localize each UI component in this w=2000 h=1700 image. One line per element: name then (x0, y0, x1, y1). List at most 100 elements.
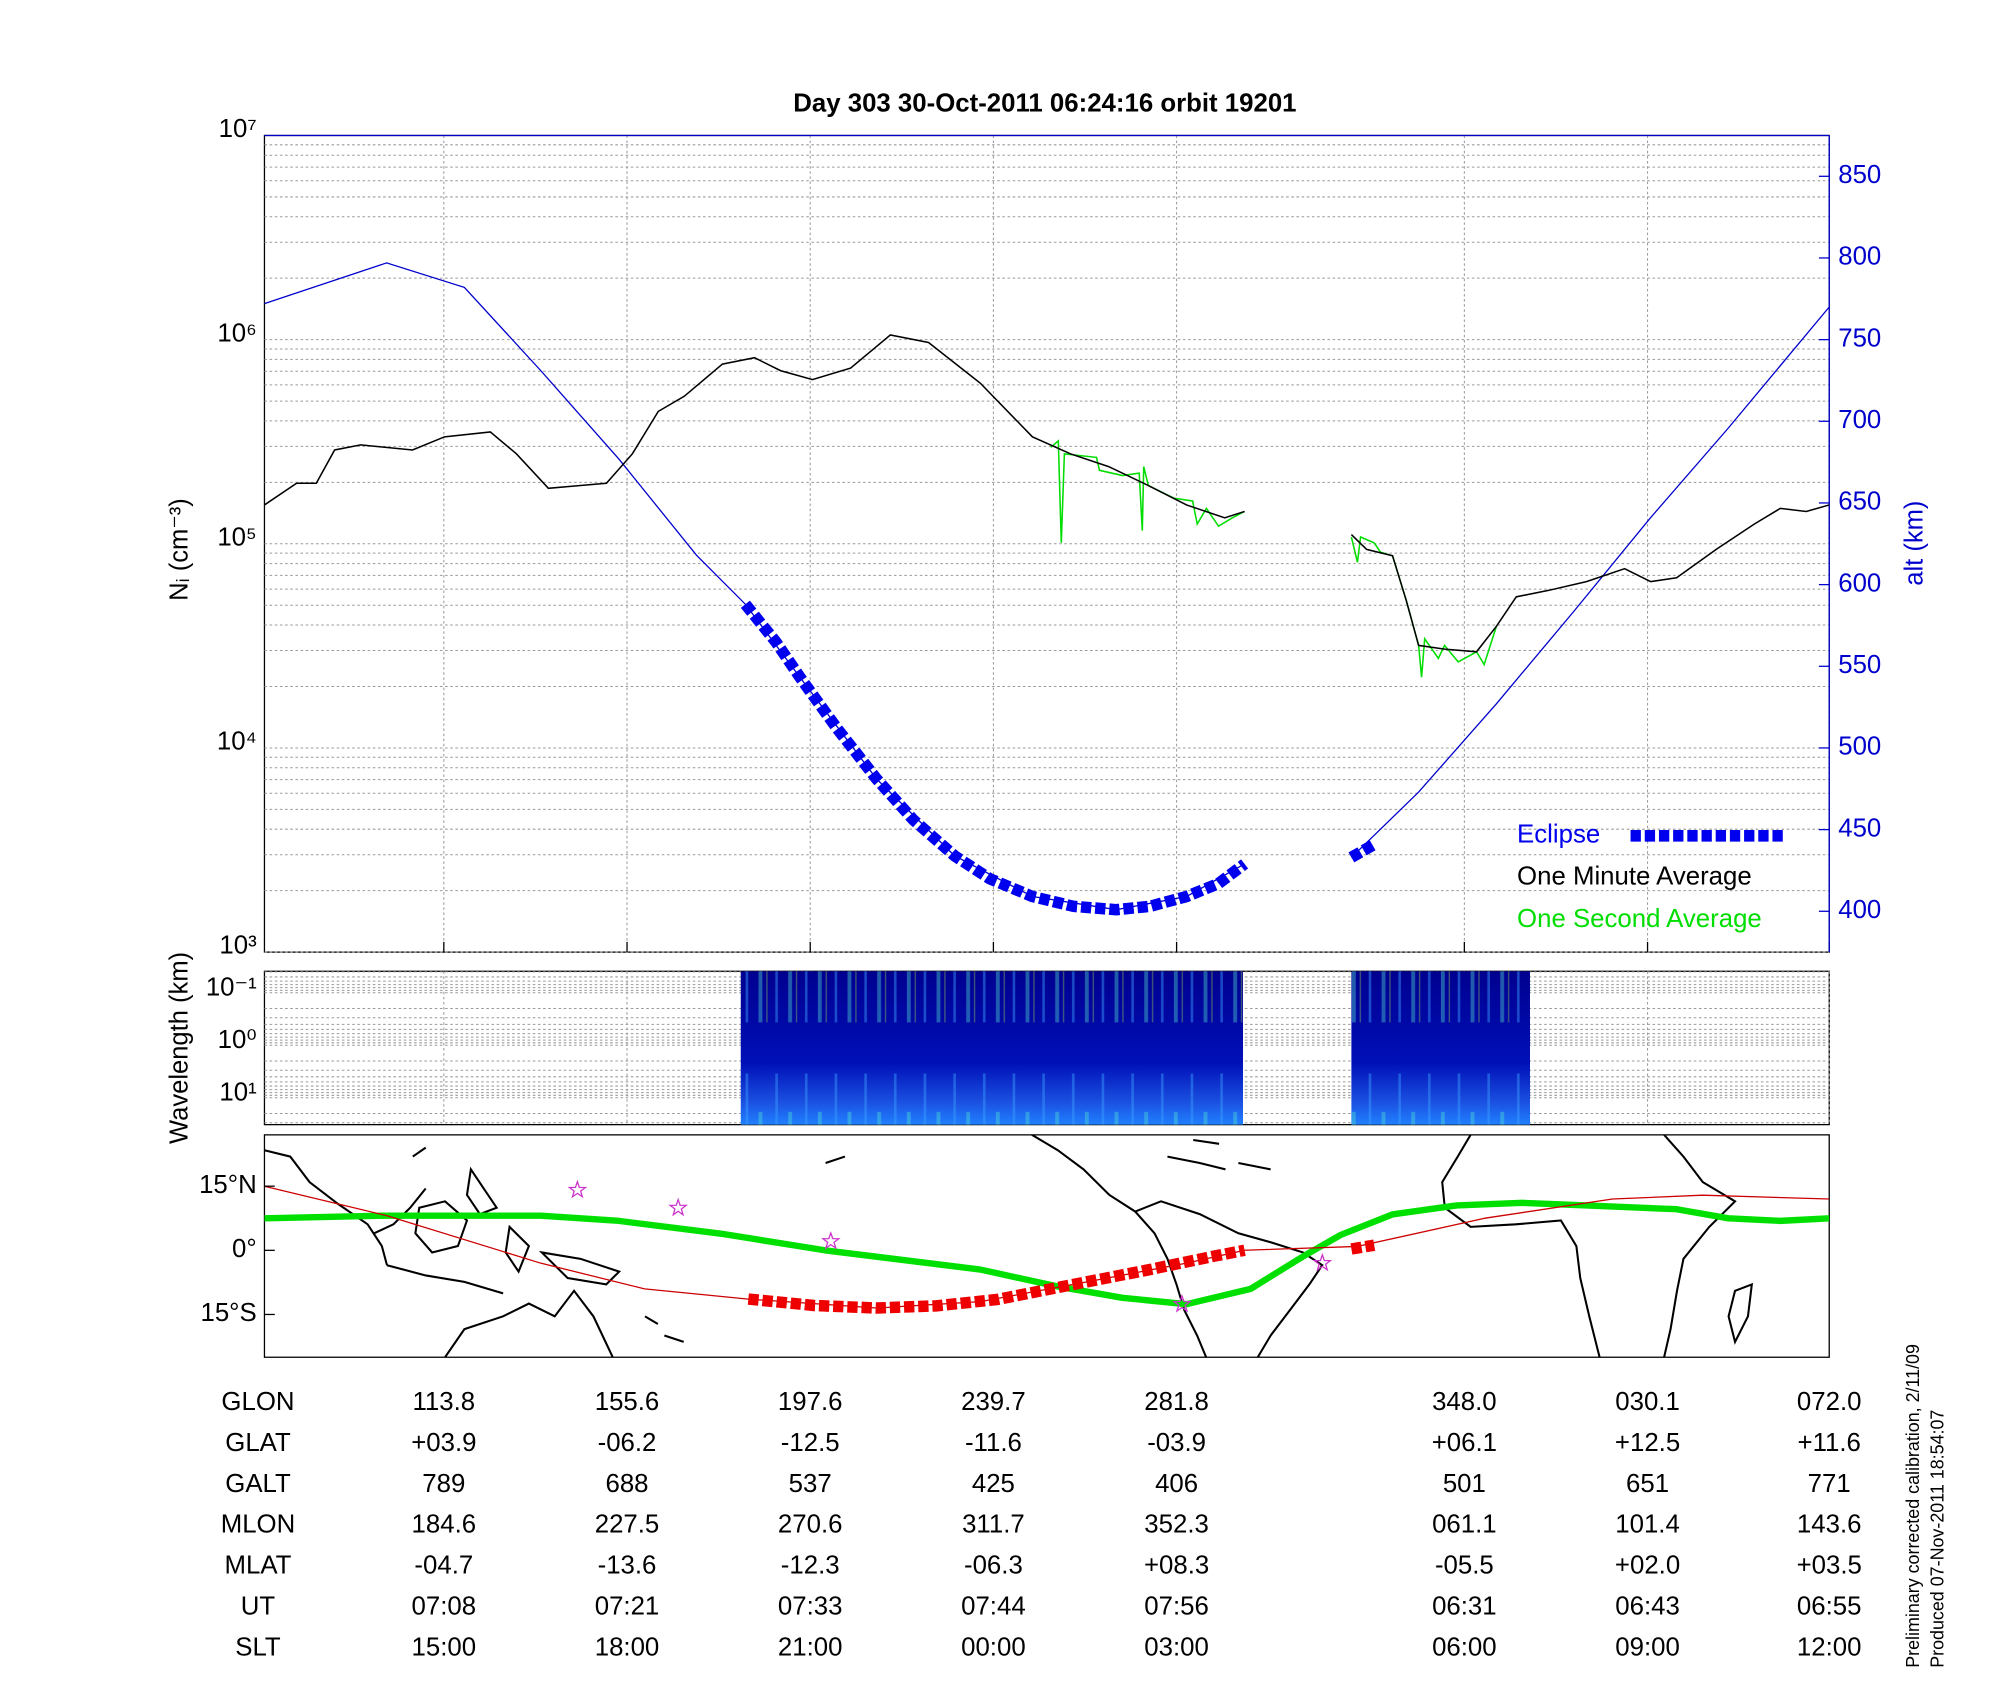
legend-label: Eclipse (1517, 821, 1600, 849)
table-cell: 239.7 (961, 1388, 1026, 1416)
coastline (412, 1146, 846, 1343)
spectrogram-y-label: Wavelength (km) (165, 952, 193, 1144)
table-cell: 12:00 (1797, 1633, 1862, 1661)
table-cell: -12.5 (781, 1429, 840, 1457)
table-cell: 21:00 (778, 1633, 843, 1661)
station-star (821, 1231, 841, 1250)
table-cell: -11.6 (965, 1429, 1022, 1457)
table-cell: +02.0 (1615, 1552, 1680, 1580)
y2-tick-label: 450 (1838, 814, 1881, 842)
table-cell: 113.8 (413, 1388, 476, 1416)
table-cell: +11.6 (1798, 1429, 1861, 1457)
y-tick-label: 10⁷ (219, 115, 257, 143)
table-cell: 348.0 (1432, 1388, 1497, 1416)
coastline (444, 1289, 614, 1358)
calibration-note: Preliminary corrected calibration, 2/11/… (1903, 1344, 1923, 1668)
table-cell: 311.7 (962, 1511, 1025, 1539)
y2-tick-label: 650 (1838, 488, 1881, 516)
coastline (414, 1200, 469, 1254)
table-row-label: SLT (235, 1633, 281, 1661)
table-cell: +03.9 (411, 1429, 476, 1457)
coastline (1134, 1210, 1208, 1358)
table-row-label: MLAT (225, 1552, 292, 1580)
coastline (1727, 1282, 1754, 1345)
coastline (386, 1250, 622, 1295)
y-tick-label: 15°N (199, 1171, 257, 1199)
y2-tick-label: 600 (1838, 569, 1881, 597)
spectrogram-texture (740, 971, 1244, 1125)
y-tick-label: 10⁶ (217, 319, 256, 347)
table-cell: 07:08 (412, 1593, 477, 1621)
y2-tick-label: 400 (1838, 896, 1881, 924)
y2-axis-label: alt (km) (1900, 501, 1928, 586)
table-cell: 18:00 (595, 1633, 660, 1661)
y-tick-label: 10⁵ (217, 524, 256, 552)
y2-tick-label: 500 (1838, 733, 1881, 761)
ground-track (264, 1185, 1830, 1309)
table-cell: -06.2 (598, 1429, 657, 1457)
table-cell: 00:00 (961, 1633, 1026, 1661)
table-cell: -03.9 (1147, 1429, 1206, 1457)
legend-label: One Minute Average (1517, 863, 1752, 891)
table-cell: 688 (605, 1470, 648, 1498)
table-cell: 197.6 (778, 1388, 843, 1416)
table-cell: -12.3 (781, 1552, 840, 1580)
table-cell: -04.7 (414, 1552, 473, 1580)
table-cell: -13.6 (598, 1552, 657, 1580)
y2-tick-label: 700 (1838, 406, 1881, 434)
table-cell: 537 (789, 1470, 832, 1498)
table-cell: 184.6 (412, 1511, 477, 1539)
table-cell: 143.6 (1797, 1511, 1862, 1539)
table-cell: 072.0 (1797, 1388, 1862, 1416)
plot-root: Day 303 30-Oct-2011 06:24:16 orbit 19201… (165, 90, 1947, 1668)
table-cell: 406 (1155, 1470, 1198, 1498)
y-axis-label: Nᵢ (cm⁻³) (165, 498, 193, 601)
eclipse-ground-track (747, 1239, 1376, 1314)
table-row-label: GALT (225, 1470, 291, 1498)
y-tick-label: 15°S (200, 1299, 256, 1327)
coastline (1441, 1134, 1601, 1358)
table-cell: 281.8 (1144, 1388, 1209, 1416)
table-cell: 09:00 (1615, 1633, 1680, 1661)
table-cell: 07:44 (961, 1593, 1026, 1621)
table-row-label: GLON (221, 1388, 294, 1416)
y-tick-label: 10³ (219, 932, 257, 960)
legend-label: One Second Average (1517, 905, 1762, 933)
table-cell: 07:21 (595, 1593, 660, 1621)
table-cell: +06.1 (1432, 1429, 1497, 1457)
y-tick-label: 10⁻¹ (206, 974, 257, 1002)
table-cell: 06:43 (1615, 1593, 1680, 1621)
station-star (1312, 1252, 1333, 1272)
coastline (1031, 1134, 1324, 1358)
table-cell: +08.3 (1144, 1552, 1209, 1580)
table-cell: 07:33 (778, 1593, 843, 1621)
table-cell: 101.4 (1615, 1511, 1680, 1539)
table-cell: 06:00 (1432, 1633, 1497, 1661)
table-cell: 03:00 (1144, 1633, 1209, 1661)
table-cell: 06:31 (1432, 1593, 1497, 1621)
table-cell: 425 (972, 1470, 1015, 1498)
table-cell: 030.1 (1615, 1388, 1680, 1416)
station-star (668, 1197, 689, 1217)
table-cell: +12.5 (1615, 1429, 1680, 1457)
station-star (567, 1179, 588, 1199)
coastline (1167, 1138, 1271, 1171)
y-tick-label: 10⁴ (217, 728, 257, 756)
table-cell: 352.3 (1144, 1511, 1209, 1539)
chart-title: Day 303 30-Oct-2011 06:24:16 orbit 19201 (793, 90, 1296, 118)
coastline (465, 1166, 531, 1274)
table-cell: 15:00 (412, 1633, 477, 1661)
y2-tick-label: 800 (1838, 243, 1881, 271)
y2-tick-label: 850 (1838, 161, 1881, 189)
table-cell: 061.1 (1432, 1511, 1497, 1539)
table-cell: +03.5 (1797, 1552, 1862, 1580)
table-cell: 06:55 (1797, 1593, 1862, 1621)
map-tracks (264, 1179, 1830, 1314)
series-line (264, 334, 1830, 653)
table-cell: 771 (1808, 1470, 1851, 1498)
table-cell: 789 (422, 1470, 465, 1498)
coastline (1663, 1134, 1737, 1358)
table-cell: 270.6 (778, 1511, 843, 1539)
